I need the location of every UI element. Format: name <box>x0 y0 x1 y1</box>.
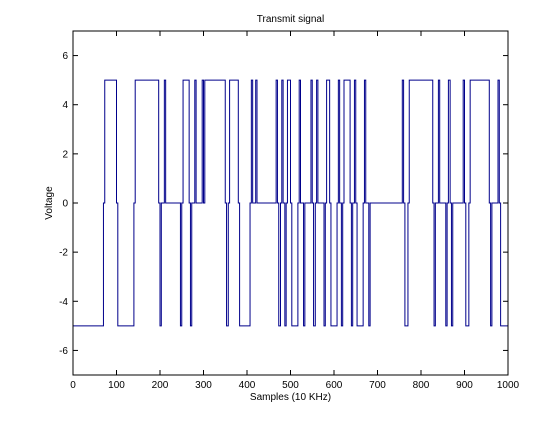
y-axis-label: Voltage <box>44 186 55 220</box>
y-tick-label: 2 <box>62 149 68 160</box>
x-axis-label: Samples (10 KHz) <box>250 392 331 403</box>
x-tick-label: 900 <box>456 380 473 391</box>
y-tick-label: 0 <box>62 199 68 210</box>
x-tick-label: 200 <box>152 380 169 391</box>
series-group <box>73 79 508 327</box>
x-tick-label: 500 <box>282 380 299 391</box>
x-tick-label: 700 <box>369 380 386 391</box>
y-tick-label: -6 <box>59 346 68 357</box>
x-tick-label: 600 <box>326 380 343 391</box>
y-tick-label: -2 <box>59 248 68 259</box>
series-line <box>73 79 508 327</box>
axis-ticks: 0 100 200 300 400 500 600 700 800 900 1000 -6 -4 -2 0 2… <box>59 31 520 391</box>
y-tick-label: -4 <box>59 297 68 308</box>
plot-frame <box>72 30 509 376</box>
y-tick-label: 4 <box>62 100 68 111</box>
x-tick-label: 400 <box>239 380 256 391</box>
x-tick-label: 100 <box>108 380 125 391</box>
x-tick-label: 300 <box>195 380 212 391</box>
x-tick-label: 0 <box>70 380 76 391</box>
x-tick-label: 1000 <box>497 380 520 391</box>
chart-title: Transmit signal <box>257 14 324 25</box>
x-tick-label: 800 <box>413 380 430 391</box>
y-tick-label: 6 <box>62 51 68 62</box>
